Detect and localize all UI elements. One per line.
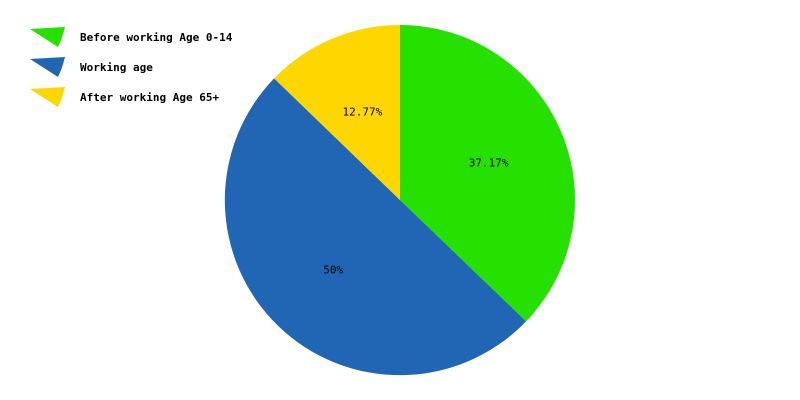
slice-label-2: 12.77% bbox=[343, 105, 383, 118]
pie-slices bbox=[224, 24, 575, 376]
pie-slice-2 bbox=[274, 24, 400, 200]
legend-label-0: Before working Age 0-14 bbox=[80, 31, 233, 44]
slice-labels: 37.17% 50% 12.77% bbox=[323, 105, 509, 276]
slice-label-0: 37.17% bbox=[469, 156, 509, 169]
pie-slice-0 bbox=[400, 25, 575, 322]
legend-label-2: After working Age 65+ bbox=[80, 91, 219, 104]
legend-marker-0 bbox=[30, 27, 65, 47]
legend-label-1: Working age bbox=[80, 61, 153, 74]
legend-marker-2 bbox=[30, 87, 65, 107]
legend: Before working Age 0-14 Working age After … bbox=[30, 27, 233, 107]
legend-marker-1 bbox=[30, 57, 65, 77]
pie-slice-1 bbox=[224, 78, 527, 376]
slice-label-1: 50% bbox=[323, 263, 343, 276]
